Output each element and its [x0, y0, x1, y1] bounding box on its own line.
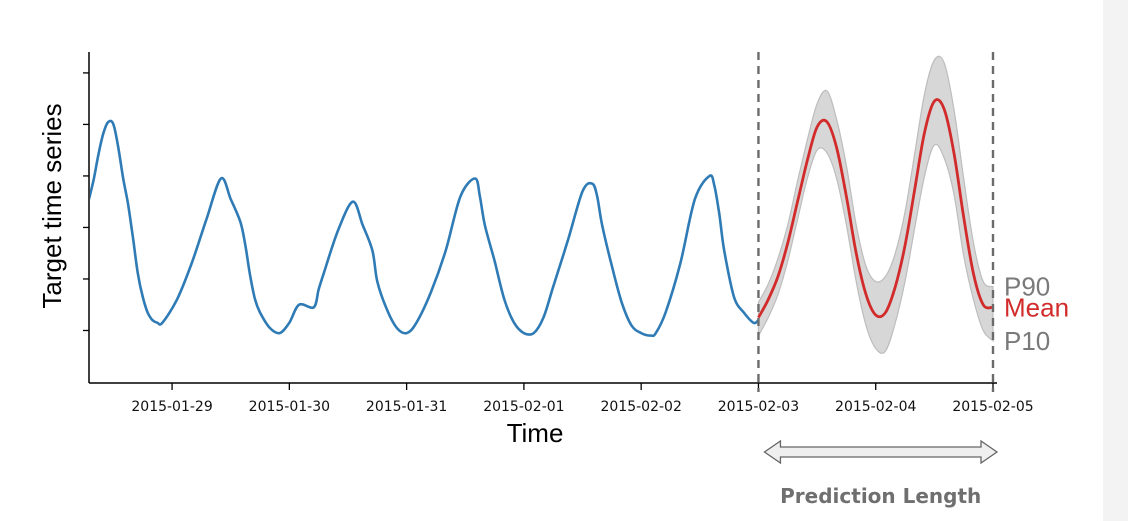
x-tick-label: 2015-02-03	[718, 399, 799, 415]
prediction-length-label: Prediction Length	[780, 484, 981, 508]
y-axis-ticks	[83, 72, 89, 332]
p10-p90-band	[757, 55, 994, 354]
mean-label: Mean	[1004, 292, 1069, 322]
prediction-length-arrow	[763, 439, 999, 465]
p10-label: P10	[1004, 326, 1050, 356]
x-axis-ticks: 2015-01-29 2015-01-30 2015-01-31 2015-02-01…	[131, 383, 1034, 415]
x-tick-label: 2015-01-31	[366, 399, 447, 415]
x-tick-label: 2015-02-04	[835, 399, 916, 415]
x-tick-label: 2015-01-30	[249, 399, 330, 415]
y-axis-title: Target time series	[37, 103, 67, 308]
p90-label: P90	[1004, 272, 1050, 302]
right-edge-strip	[1103, 0, 1128, 521]
x-tick-label: 2015-02-05	[952, 399, 1033, 415]
x-tick-label: 2015-01-29	[131, 399, 212, 415]
mean-forecast-line	[757, 98, 994, 319]
history-series-line	[90, 119, 760, 338]
time-series-chart: 2015-01-29 2015-01-30 2015-01-31 2015-02-01…	[37, 52, 1069, 508]
x-axis-title: Time	[507, 418, 564, 448]
x-tick-label: 2015-02-02	[600, 399, 681, 415]
x-tick-label: 2015-02-01	[483, 399, 564, 415]
